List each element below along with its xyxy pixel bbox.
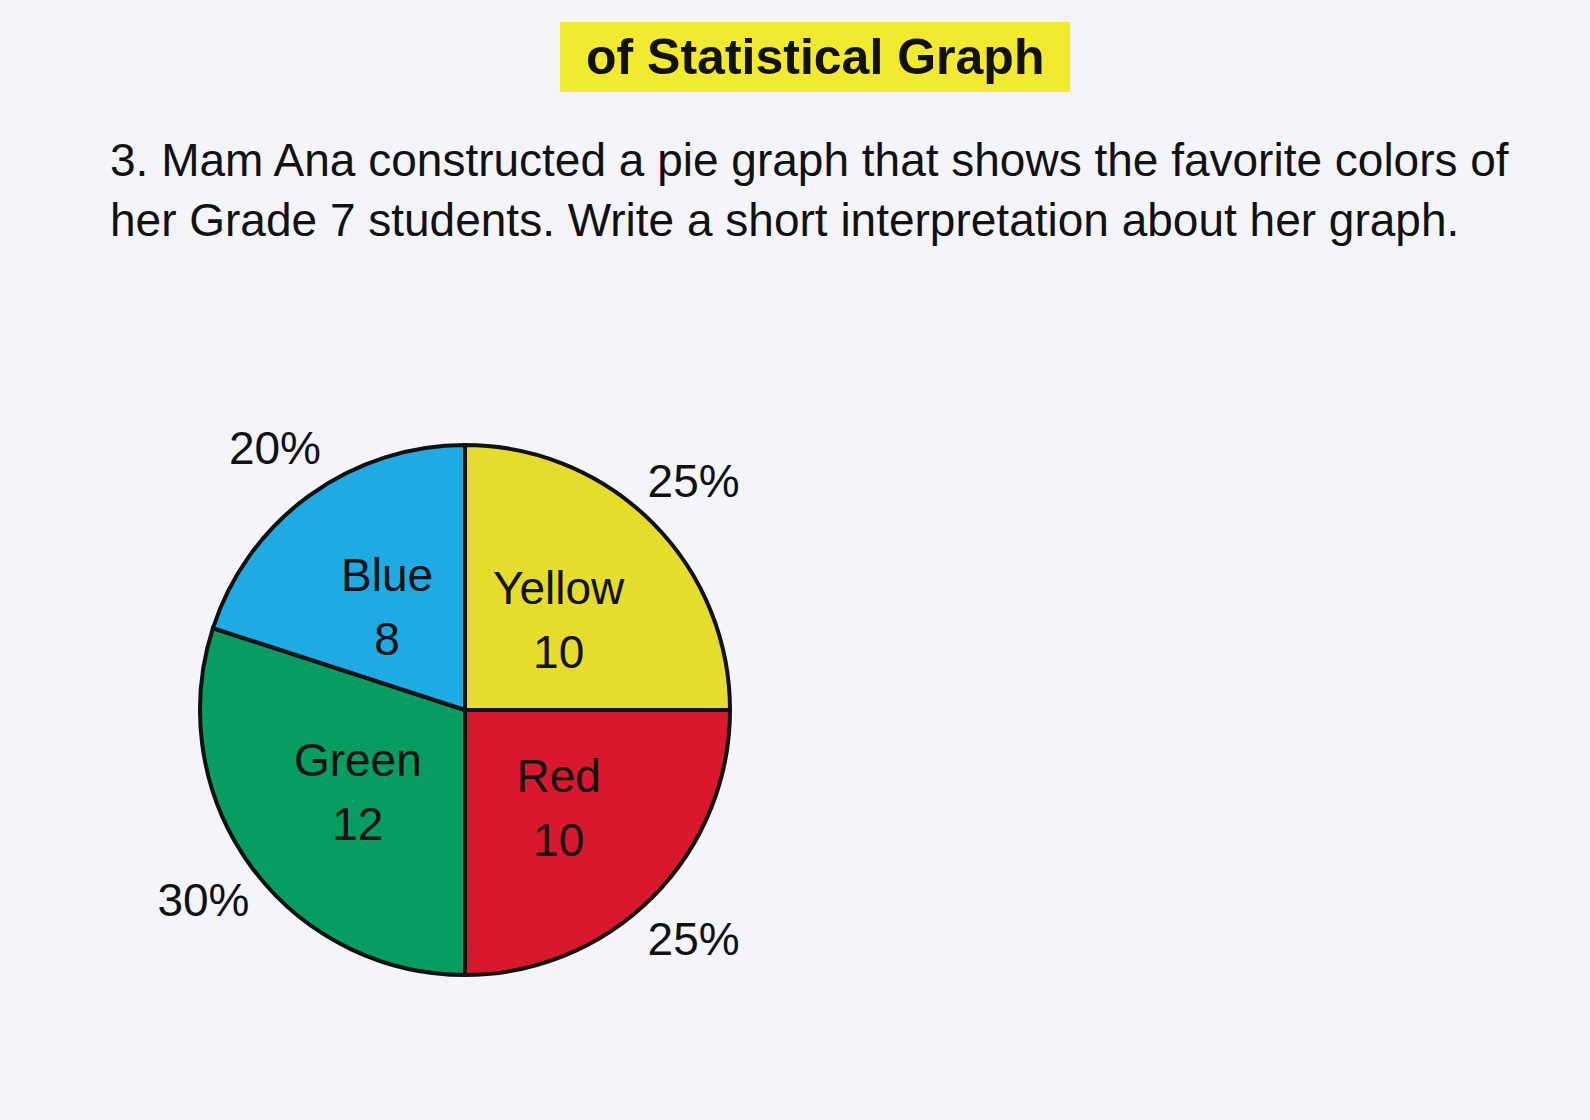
chart: Yellow 10 25% Red 10 25% Green 12 30% Blue 8 20%	[0, 0, 1590, 1120]
slice-percent: 20%	[229, 422, 321, 474]
slice-percent: 25%	[648, 455, 740, 507]
slice-name: Blue	[341, 549, 433, 601]
pie-slice	[213, 445, 465, 710]
slice-name: Red	[516, 750, 600, 802]
slice-name: Green	[294, 734, 422, 786]
question-text: 3. Mam Ana constructed a pie graph that …	[110, 130, 1540, 250]
slide-title: of Statistical Graph	[560, 22, 1070, 92]
slice-count: 12	[332, 798, 383, 850]
pie: Yellow 10 25% Red 10 25% Green 12 30% Blue 8 20%	[157, 422, 739, 975]
slice-name: Yellow	[493, 562, 625, 614]
slice-count: 8	[374, 613, 400, 665]
slice-percent: 30%	[157, 874, 249, 926]
slice-count: 10	[533, 814, 584, 866]
slice-count: 10	[533, 626, 584, 678]
slice-percent: 25%	[648, 913, 740, 965]
